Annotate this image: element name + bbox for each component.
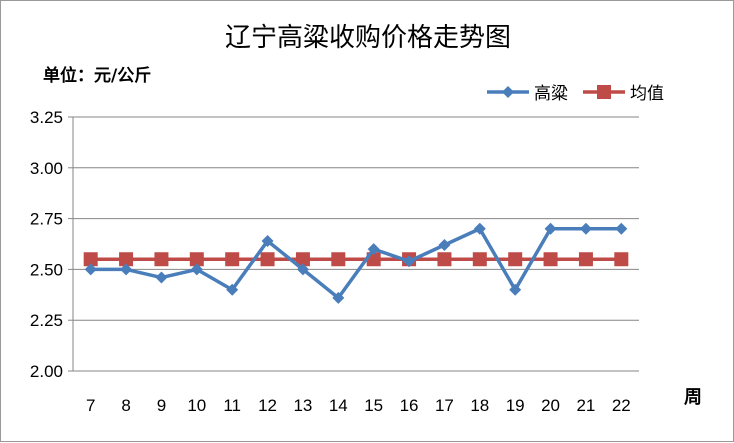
data-point: [190, 263, 203, 276]
x-tick-label: 12: [258, 396, 277, 415]
data-point: [437, 252, 452, 267]
series-line-gaoliang: [90, 227, 622, 300]
chart-title: 辽宁高粱收购价格走势图: [225, 23, 511, 53]
data-point: [261, 234, 274, 247]
data-point: [508, 252, 523, 267]
data-point: [544, 222, 557, 235]
series-layer: [83, 222, 629, 304]
data-point: [331, 252, 346, 267]
legend: 高粱 均值: [487, 84, 664, 104]
data-point: [83, 252, 98, 267]
y-tick-labels: 2.00 2.25 2.50 2.75 3.00 3.25: [30, 108, 63, 381]
x-tick-label: 11: [223, 396, 241, 415]
data-point: [260, 252, 275, 267]
data-point: [119, 252, 134, 267]
x-axis-label: 周: [684, 387, 702, 408]
x-tick-label: 21: [576, 396, 595, 415]
data-point: [472, 252, 487, 267]
data-point: [615, 222, 628, 235]
data-point: [438, 239, 451, 252]
data-point: [155, 271, 168, 284]
x-tick-labels: 7 8 9 10 11 12 13 14 15 16 17 18 19 20 21 22: [86, 396, 631, 415]
x-tick-label: 13: [293, 396, 312, 415]
axes: [68, 116, 639, 372]
data-point: [295, 252, 310, 267]
y-tick-label: 2.50: [30, 260, 63, 279]
x-tick-label: 19: [506, 396, 525, 415]
y-tick-label: 2.75: [30, 210, 63, 229]
x-tick-label: 17: [435, 396, 454, 415]
data-point: [509, 283, 522, 296]
y-tick-label: 2.25: [30, 311, 63, 330]
x-tick-label: 15: [364, 396, 383, 415]
x-tick-label: 9: [157, 396, 166, 415]
data-point: [579, 222, 592, 235]
x-tick-label: 18: [470, 396, 489, 415]
data-point: [226, 283, 239, 296]
data-point: [84, 263, 97, 276]
x-tick-label: 16: [400, 396, 419, 415]
x-tick-label: 22: [612, 396, 631, 415]
legend-label: 高粱: [534, 84, 568, 104]
data-point: [225, 252, 240, 267]
data-point: [473, 222, 486, 235]
data-point: [120, 263, 133, 276]
data-point: [578, 252, 593, 267]
data-point: [403, 255, 416, 268]
data-point: [367, 243, 380, 256]
y-tick-label: 3.00: [30, 159, 63, 178]
data-point: [332, 291, 345, 304]
data-point: [543, 252, 558, 267]
legend-label: 均值: [630, 84, 664, 104]
x-tick-label: 10: [187, 396, 206, 415]
legend-marker: [502, 86, 514, 98]
data-point: [154, 252, 169, 267]
data-point: [189, 252, 204, 267]
y-tick-label: 3.25: [30, 108, 63, 127]
unit-label: 单位：元/公斤: [43, 65, 151, 86]
legend-marker: [597, 85, 611, 99]
data-point: [296, 263, 309, 276]
x-tick-label: 20: [541, 396, 560, 415]
y-tick-label: 2.00: [30, 362, 63, 381]
x-tick-label: 7: [86, 396, 95, 415]
data-point: [614, 252, 629, 267]
x-tick-label: 8: [121, 396, 130, 415]
x-tick-label: 14: [329, 396, 348, 415]
grid-lines: [73, 116, 639, 321]
